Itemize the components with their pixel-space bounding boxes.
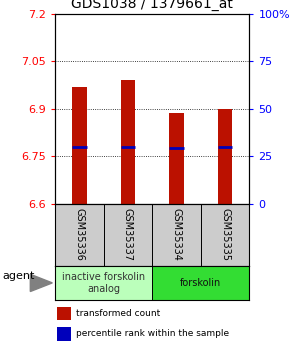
Bar xyxy=(152,266,249,300)
Text: percentile rank within the sample: percentile rank within the sample xyxy=(77,329,230,338)
Bar xyxy=(121,80,135,204)
Text: GSM35334: GSM35334 xyxy=(172,208,182,261)
Bar xyxy=(55,204,104,266)
Text: GSM35336: GSM35336 xyxy=(75,208,84,261)
Bar xyxy=(104,204,152,266)
Text: GSM35337: GSM35337 xyxy=(123,208,133,261)
Text: agent: agent xyxy=(3,271,35,281)
Bar xyxy=(55,266,152,300)
Bar xyxy=(72,87,87,204)
Bar xyxy=(218,109,232,204)
Bar xyxy=(152,204,201,266)
Bar xyxy=(57,307,71,320)
Text: forskolin: forskolin xyxy=(180,278,222,288)
Title: GDS1038 / 1379661_at: GDS1038 / 1379661_at xyxy=(71,0,233,11)
Text: GSM35335: GSM35335 xyxy=(220,208,230,261)
Text: transformed count: transformed count xyxy=(77,309,161,318)
Polygon shape xyxy=(30,274,52,292)
Text: inactive forskolin
analog: inactive forskolin analog xyxy=(62,272,145,294)
Bar xyxy=(169,114,184,204)
Bar xyxy=(201,204,249,266)
Bar xyxy=(57,327,71,341)
